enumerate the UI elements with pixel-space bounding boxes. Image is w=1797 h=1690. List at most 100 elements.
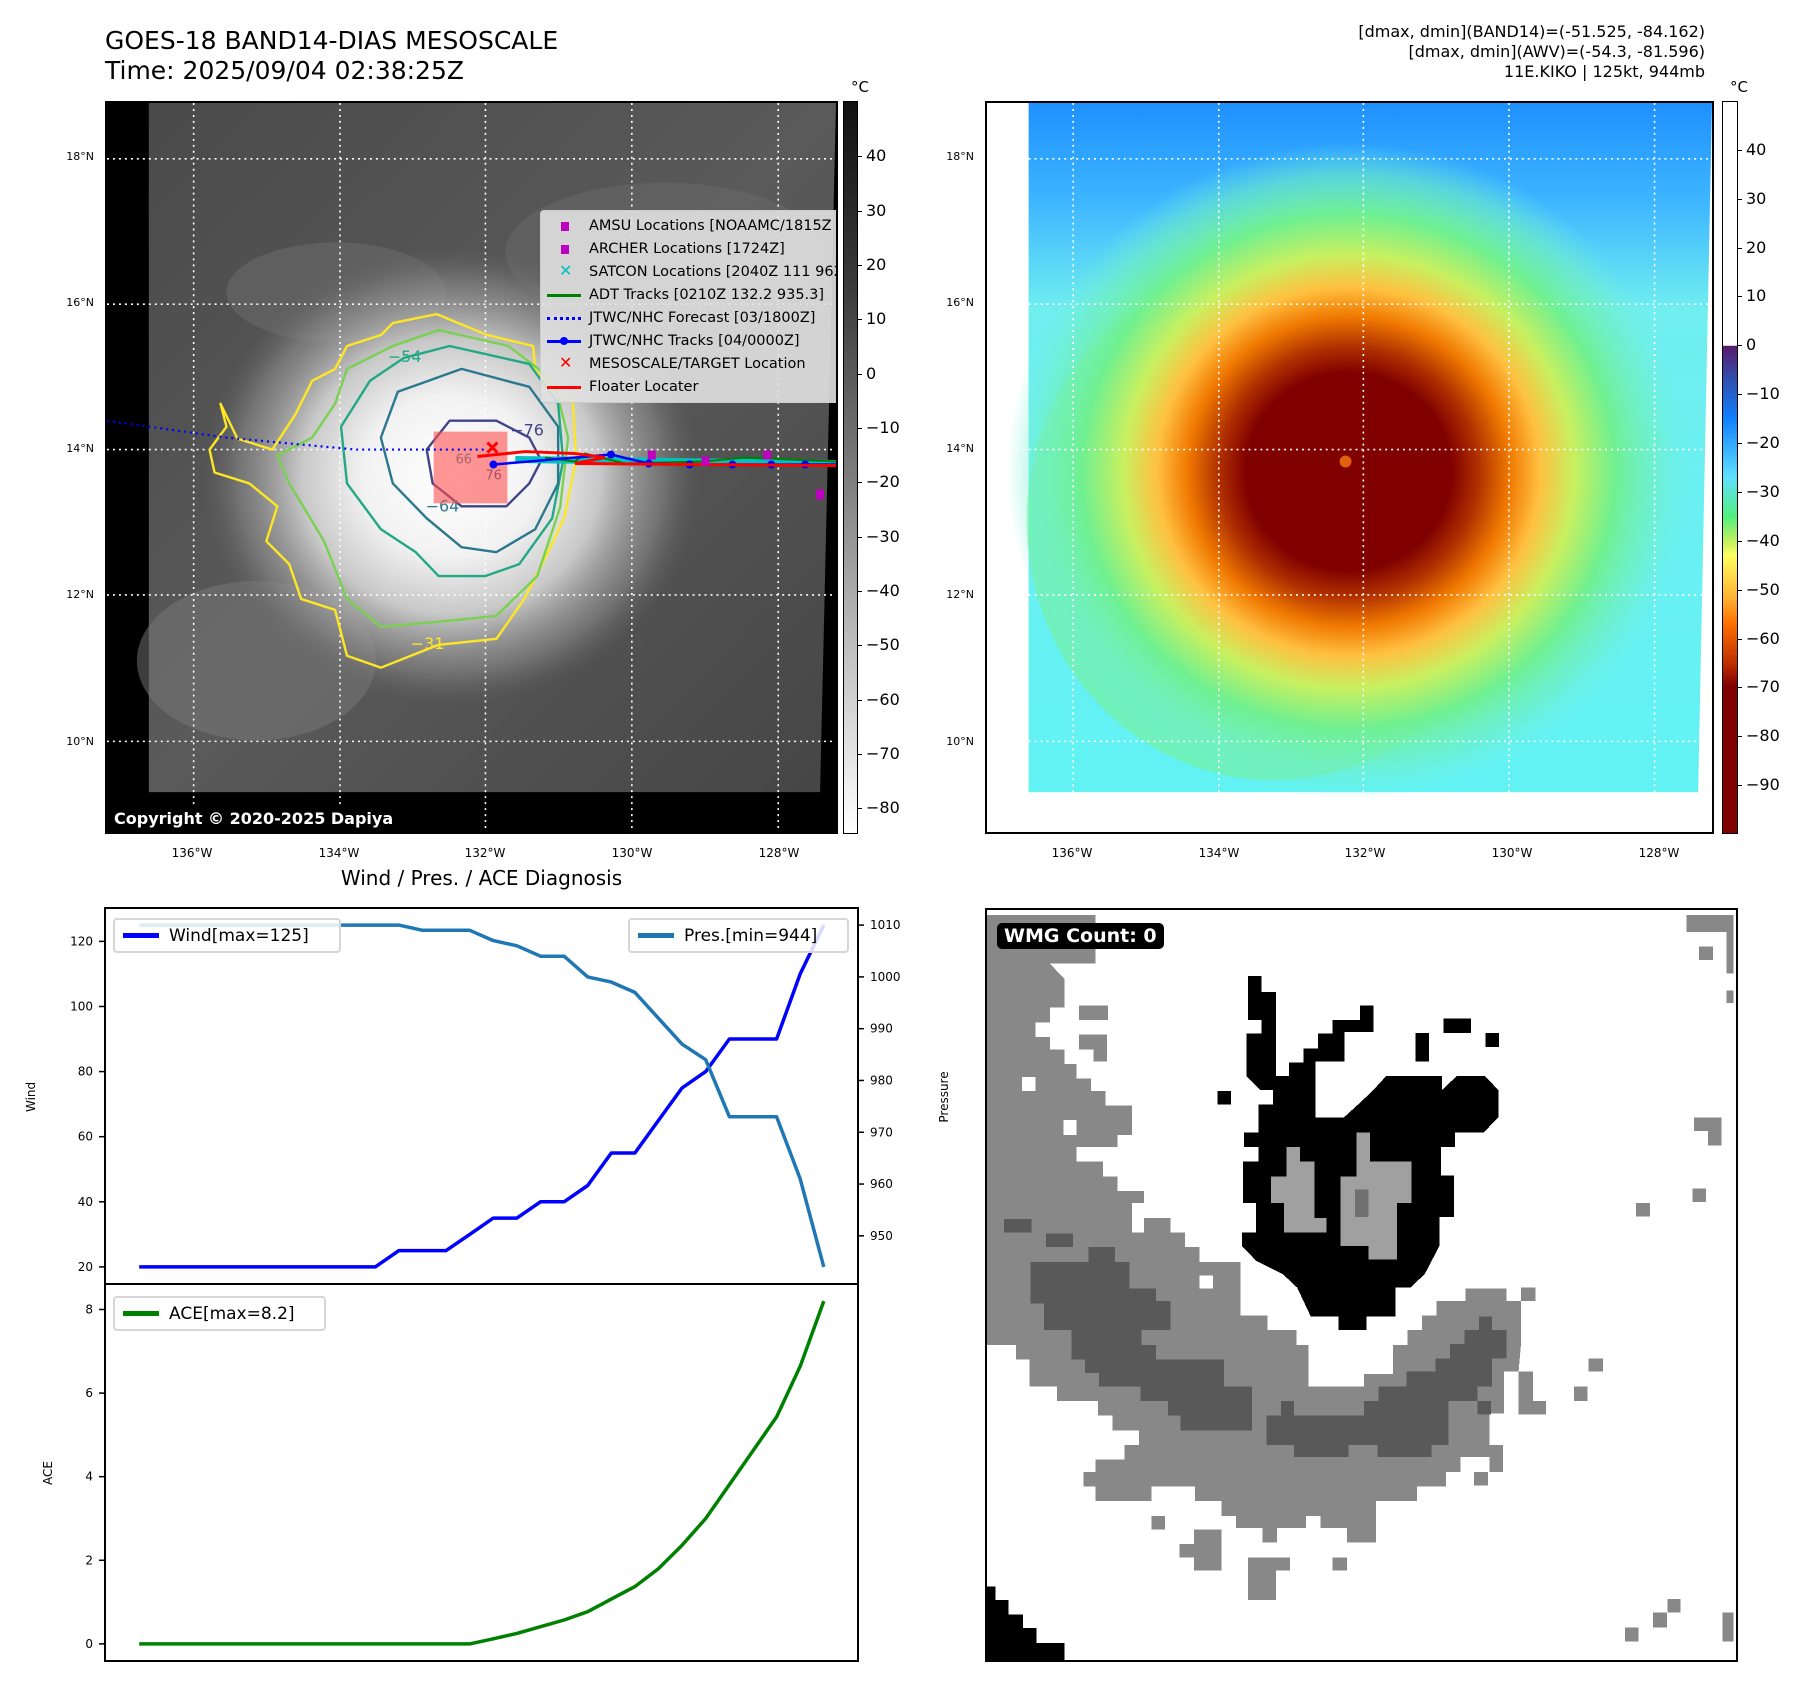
legend-entry: ARCHER Locations [1724Z]: [541, 237, 836, 260]
y2-tick-label: 960: [870, 1177, 893, 1191]
awv-map-canvas: [987, 103, 1712, 832]
y-tick-label: 6: [85, 1386, 93, 1400]
y-tick-label: 100: [70, 999, 93, 1013]
contour-minus54: [339, 344, 565, 578]
longitude-label: 130°W: [611, 846, 653, 860]
copyright-notice: Copyright © 2020-2025 Dapiya: [110, 808, 398, 829]
colorbar-tick: [857, 210, 862, 212]
longitude-label: 130°W: [1491, 846, 1533, 860]
colorbar-tick-label: −10: [1746, 384, 1780, 404]
y-tick-label: 40: [78, 1195, 93, 1209]
colorbar-tick: [1737, 736, 1742, 738]
wmg-panel: WMG Count: 0: [985, 908, 1738, 1662]
y2-tick-label: 950: [870, 1229, 893, 1243]
floater-locater: [477, 450, 836, 468]
latitude-label: 18°N: [946, 150, 974, 163]
legend-entry: JTWC/NHC Tracks [04/0000Z]: [541, 329, 836, 352]
colorbar-tick-label: −30: [866, 526, 900, 546]
legend-label: SATCON Locations [2040Z 111 962]: [589, 263, 838, 280]
ace-legend: ACE[max=8.2]: [113, 1296, 326, 1331]
legend-x-icon: ✕: [559, 352, 573, 372]
colorbar-tick: [1737, 785, 1742, 787]
colorbar-tick-label: 30: [866, 200, 887, 220]
colorbar-tick-label: −70: [1746, 677, 1780, 697]
jtwc-forecast-track: [107, 419, 485, 451]
colorbar-tick-label: −20: [866, 472, 900, 492]
latitude-label: 12°N: [946, 588, 974, 601]
colorbar-tick-label: −80: [1746, 726, 1780, 746]
awv-range: [dmax, dmin](AWV)=(-54.3, -81.596): [1408, 42, 1705, 61]
legend-label: ARCHER Locations [1724Z]: [589, 240, 785, 257]
ir-colorbar: [843, 101, 858, 834]
colorbar-tick-label: 40: [1746, 139, 1767, 159]
amsu-archer-points: [647, 450, 825, 500]
storm-info: [dmax, dmin](BAND14)=(-51.525, -84.162) …: [1358, 22, 1705, 82]
colorbar-tick: [857, 591, 862, 593]
legend-label: AMSU Locations [NOAAMC/1815Z 104 973]: [589, 217, 836, 234]
colorbar-tick-label: −20: [1746, 433, 1780, 453]
legend-label: JTWC/NHC Forecast [03/1800Z]: [589, 309, 816, 326]
y-tick-label: 80: [78, 1065, 93, 1079]
figure-title: GOES-18 BAND14-DIAS MESOSCALE Time: 2025…: [105, 26, 558, 86]
colorbar-tick: [1737, 589, 1742, 591]
colorbar-tick: [857, 754, 862, 756]
pressure-legend-label: Pres.[min=944]: [684, 925, 818, 946]
colorbar-tick: [1737, 296, 1742, 298]
awv-colorbar-unit: °C: [1730, 78, 1748, 96]
colorbar-tick-label: 20: [1746, 237, 1767, 257]
colorbar-tick-label: −50: [1746, 579, 1780, 599]
colorbar-tick: [857, 645, 862, 647]
y-tick-label: 4: [85, 1470, 93, 1484]
latitude-label: 14°N: [946, 442, 974, 455]
colorbar-tick-label: −50: [866, 635, 900, 655]
contour-label: −54: [388, 347, 422, 366]
longitude-label: 132°W: [1344, 846, 1386, 860]
longitude-label: 136°W: [171, 846, 213, 860]
storm-eye: [1339, 455, 1352, 468]
colorbar-tick: [857, 156, 862, 158]
latitude-label: 18°N: [66, 150, 94, 163]
y2-tick-label: 1010: [870, 918, 901, 932]
colorbar-tick: [857, 699, 862, 701]
colorbar-tick-label: −10: [866, 418, 900, 438]
y2-tick-label: 990: [870, 1022, 893, 1036]
wind-legend: Wind[max=125]: [113, 918, 341, 953]
ace-legend-label: ACE[max=8.2]: [169, 1303, 295, 1324]
colorbar-tick-label: −30: [1746, 481, 1780, 501]
colorbar-tick: [1737, 345, 1742, 347]
wmg-count-badge: WMG Count: 0: [997, 923, 1164, 949]
colorbar-tick: [1737, 540, 1742, 542]
legend-label: MESOSCALE/TARGET Location: [589, 355, 806, 372]
legend-entry: ADT Tracks [0210Z 132.2 935.3]: [541, 283, 836, 306]
contour-label: −76: [510, 421, 544, 440]
colorbar-tick: [857, 808, 862, 810]
y-tick-label: 8: [85, 1302, 93, 1316]
longitude-label: 134°W: [318, 846, 360, 860]
colorbar-tick: [1737, 687, 1742, 689]
colorbar-tick-label: 0: [1746, 335, 1757, 355]
chart-title: Wind / Pres. / ACE Diagnosis: [340, 866, 623, 890]
wind-legend-swatch: [123, 933, 159, 938]
y2-tick-label: 1000: [870, 970, 901, 984]
colorbar-tick-label: −60: [1746, 628, 1780, 648]
series-line-ace: [139, 1300, 826, 1646]
colorbar-tick-label: 30: [1746, 188, 1767, 208]
pressure-legend: Pres.[min=944]: [628, 918, 849, 953]
colorbar-tick: [1737, 443, 1742, 445]
contour-minus64: [379, 367, 560, 554]
colorbar-tick: [1737, 247, 1742, 249]
legend-label: Floater Locater: [589, 378, 699, 395]
colorbar-tick: [857, 373, 862, 375]
legend-entry: AMSU Locations [NOAAMC/1815Z 104 973]: [541, 214, 836, 237]
y2-tick-label: 970: [870, 1125, 893, 1139]
colorbar-tick-label: 20: [866, 255, 887, 275]
storm-summary: 11E.KIKO | 125kt, 944mb: [1503, 62, 1705, 81]
legend-square-icon: [541, 216, 589, 236]
colorbar-tick-label: −60: [866, 689, 900, 709]
longitude-label: 128°W: [758, 846, 800, 860]
band14-range: [dmax, dmin](BAND14)=(-51.525, -84.162): [1358, 22, 1705, 41]
latitude-label: 10°N: [946, 735, 974, 748]
longitude-label: 134°W: [1198, 846, 1240, 860]
mesoscale-target-marker: [486, 441, 499, 454]
colorbar-tick: [857, 265, 862, 267]
